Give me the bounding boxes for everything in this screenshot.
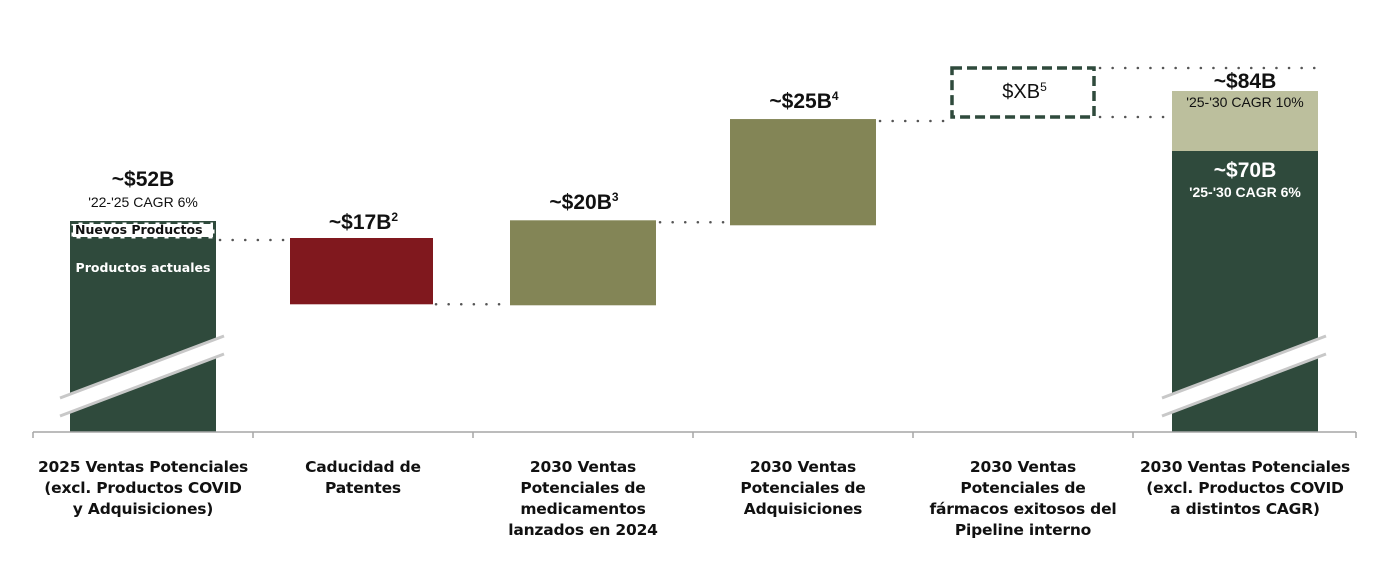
label-line: Pipeline interno bbox=[954, 521, 1092, 539]
x-axis bbox=[32, 431, 1357, 438]
label-line: Potenciales de bbox=[740, 479, 866, 497]
label-line: Potenciales de bbox=[960, 479, 1086, 497]
category-label-3: 2030 Ventas Potenciales de Adquisiciones bbox=[688, 457, 918, 520]
bars bbox=[70, 66, 1318, 432]
value-text: ~$25B bbox=[769, 90, 832, 113]
footnote-marker: 2 bbox=[391, 210, 399, 224]
bar-total-2030-upside bbox=[1172, 91, 1318, 151]
axis-breaks bbox=[59, 334, 1327, 418]
bar-nuevos-productos-outline bbox=[70, 221, 216, 240]
footnote-marker: 3 bbox=[611, 190, 619, 204]
footnote-marker: 5 bbox=[1040, 80, 1047, 94]
label-line: Adquisiciones bbox=[743, 500, 863, 518]
axis-break-line bbox=[59, 352, 225, 418]
label-line: 2030 Ventas bbox=[969, 458, 1077, 476]
value-text: ~$17B bbox=[328, 211, 392, 234]
category-label-2: 2030 Ventas Potenciales de medicamentos … bbox=[468, 457, 698, 541]
label-line: medicamentos bbox=[520, 500, 646, 518]
category-label-5: 2030 Ventas Potenciales (excl. Productos… bbox=[1130, 457, 1360, 520]
label-line: lanzados en 2024 bbox=[508, 521, 658, 539]
value-label-total-2030-base: ~$70B bbox=[1213, 159, 1277, 182]
label-line: 2030 Ventas Potenciales bbox=[1139, 458, 1351, 476]
label-line: a distintos CAGR) bbox=[1170, 500, 1320, 518]
axis-break-gap bbox=[1162, 336, 1326, 416]
axis-break-line bbox=[1161, 334, 1327, 400]
value-label-2024-launches: ~$20B3 bbox=[511, 190, 657, 215]
footnote-marker: 4 bbox=[831, 89, 839, 103]
label-line: Patentes bbox=[325, 479, 401, 497]
value-label-total-2025: ~$52B bbox=[111, 168, 175, 191]
axis-break-gap bbox=[60, 336, 224, 416]
label-line: (excl. Productos COVID bbox=[1146, 479, 1344, 497]
segment-label-nuevos-productos: Nuevos Productos bbox=[75, 222, 203, 237]
category-label-0: 2025 Ventas Potenciales (excl. Productos… bbox=[28, 457, 258, 520]
label-line: Caducidad de bbox=[305, 458, 421, 476]
label-line: fármacos exitosos del bbox=[929, 500, 1117, 518]
segment-label-productos-actuales: Productos actuales bbox=[75, 260, 211, 275]
label-line: 2030 Ventas bbox=[529, 458, 637, 476]
axis-break-line bbox=[1161, 352, 1327, 418]
sublabel-cagr-2022-2025: '22-'25 CAGR 6% bbox=[88, 194, 198, 210]
label-line: y Adquisiciones) bbox=[72, 500, 214, 518]
sublabel-cagr-6: '25-'30 CAGR 6% bbox=[1189, 184, 1301, 200]
bar-acquisitions bbox=[730, 119, 876, 226]
value-text: ~$20B bbox=[549, 191, 612, 214]
value-label-total-2030-upside: ~$84B bbox=[1213, 70, 1277, 93]
label-line: (excl. Productos COVID bbox=[44, 479, 242, 497]
bar-2024-launches bbox=[510, 220, 656, 306]
box-pipeline-unknown bbox=[950, 66, 1096, 119]
category-label-4: 2030 Ventas Potenciales de fármacos exit… bbox=[908, 457, 1138, 541]
value-label-patent-expiry: ~$17B2 bbox=[292, 210, 435, 235]
label-line: 2025 Ventas Potenciales bbox=[37, 458, 249, 476]
axis-break-line bbox=[59, 334, 225, 400]
value-label-pipeline: $XB5 bbox=[952, 80, 1097, 104]
value-label-acquisitions: ~$25B4 bbox=[731, 89, 877, 114]
value-text: $XB bbox=[1002, 81, 1041, 103]
bar-patent-expiry bbox=[290, 238, 433, 305]
label-line: Potenciales de bbox=[520, 479, 646, 497]
connector-lines bbox=[218, 66, 1318, 306]
category-label-1: Caducidad de Patentes bbox=[248, 457, 478, 499]
sublabel-cagr-10: '25-'30 CAGR 10% bbox=[1186, 94, 1304, 110]
label-line: 2030 Ventas bbox=[749, 458, 857, 476]
